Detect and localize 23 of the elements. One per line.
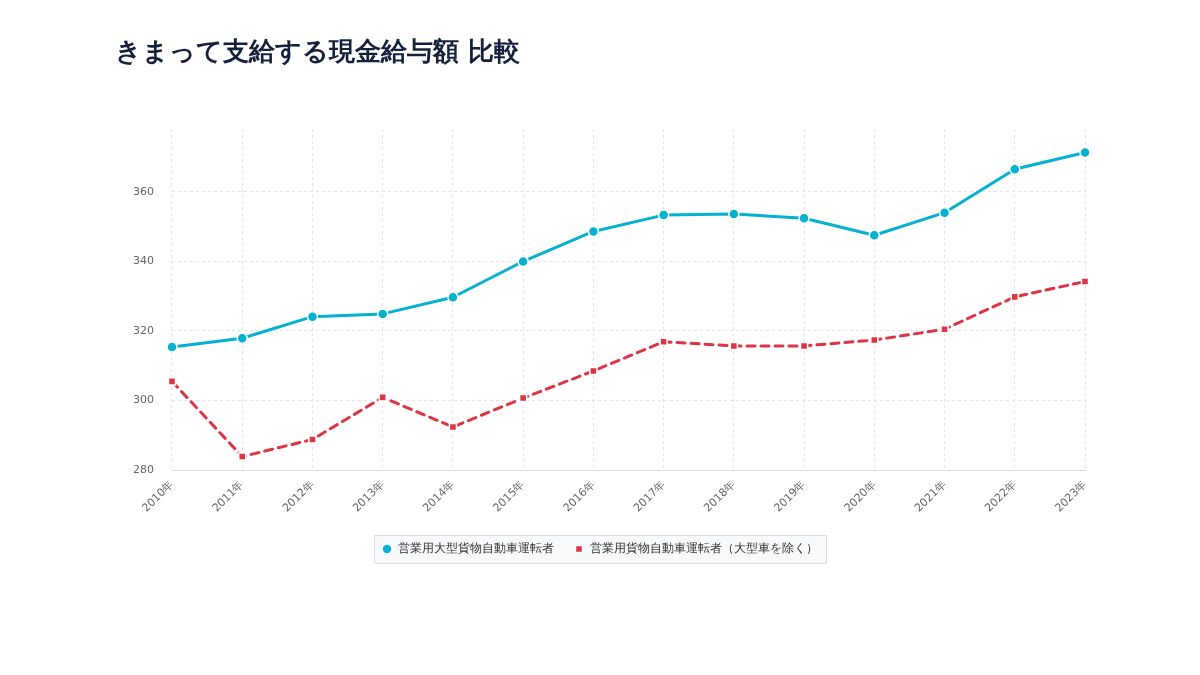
point: [798, 212, 810, 224]
point: [447, 291, 459, 303]
point: [166, 341, 178, 353]
y-tick-label: 360: [133, 184, 154, 198]
legend-label: 営業用大型貨物自動車運転者: [398, 541, 554, 556]
chart-title: きまって支給する現金給与額 比較: [115, 36, 522, 67]
point: [1010, 292, 1020, 302]
y-tick-label: 340: [133, 254, 154, 268]
point: [657, 209, 670, 221]
point: [448, 422, 458, 432]
point: [308, 435, 317, 444]
point: [376, 308, 389, 320]
point: [306, 310, 319, 323]
y-tick-label: 300: [133, 393, 154, 407]
point: [728, 208, 740, 220]
y-tick-label: 320: [133, 323, 154, 337]
point: [940, 324, 949, 334]
point: [589, 366, 598, 376]
legend-label: 営業用貨物自動車運転者（大型車を除く）: [590, 541, 818, 556]
point: [518, 393, 528, 403]
point: [378, 393, 387, 402]
y-tick-label: 280: [133, 462, 154, 476]
point: [237, 452, 247, 461]
